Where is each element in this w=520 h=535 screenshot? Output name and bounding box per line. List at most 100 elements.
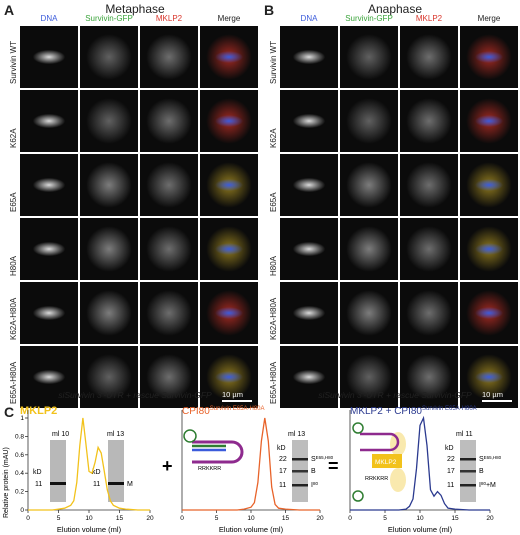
panel_b-micrograph — [340, 346, 398, 408]
panel_b-col-header: DNA — [300, 14, 318, 23]
panel_a-micrograph — [140, 346, 198, 408]
panel_a-micrograph — [20, 282, 78, 344]
chart3-xlabel: Elution volume (ml) — [388, 525, 453, 534]
panel_a-micrograph — [80, 154, 138, 216]
panel_b-row-label: K62A — [269, 128, 278, 148]
panel-a-caption: siSurvivin 3'-UTR + rescue Survivin-GFP — [58, 390, 212, 400]
chart1-ml-left: ml 10 — [52, 431, 69, 438]
chart2-xlabel: Elution volume (ml) — [219, 525, 284, 534]
panel_b-micrograph — [340, 154, 398, 216]
aurora-bottom-icon — [352, 490, 364, 502]
equals-sign: = — [328, 456, 339, 476]
panel_a-row-label: E65A — [9, 192, 18, 212]
chart1-band-m: M — [127, 481, 133, 488]
x-tick-label: 10 — [85, 515, 93, 522]
panel_a-micrograph — [80, 90, 138, 152]
panel_a-scale-bar — [222, 400, 252, 402]
panel_a-micrograph — [200, 218, 258, 280]
panel_a-micrograph — [140, 282, 198, 344]
chart3-band-i: I80+M — [479, 481, 496, 489]
x-tick-label: 10 — [247, 515, 255, 522]
panel_b-row-label: K62A-H80A — [269, 297, 278, 340]
panel_b-micrograph — [400, 218, 458, 280]
x-tick-label: 5 — [383, 515, 387, 522]
panel_b-micrograph — [280, 218, 338, 280]
x-tick-label: 0 — [180, 515, 184, 522]
chart1-kd-right: kD — [92, 469, 101, 476]
panel_a-micrograph — [80, 218, 138, 280]
chart1-gel-left-band — [50, 482, 66, 485]
panel_a-micrograph — [20, 346, 78, 408]
aurora-icon — [183, 429, 197, 443]
chart2-band-b: B — [311, 468, 316, 475]
panel_b-scale-label: 10 µm — [482, 390, 503, 399]
panel_b-micrograph — [400, 282, 458, 344]
panel_a-micrograph — [20, 218, 78, 280]
panel-b-title: Anaphase — [367, 2, 423, 16]
cpi80-schematic-icon — [192, 440, 244, 464]
panel_a-micrograph — [140, 218, 198, 280]
panel_b-micrograph — [460, 26, 518, 88]
chart2-band-i: I80 — [311, 481, 318, 489]
panel_b-micrograph — [340, 218, 398, 280]
chart1-ml-right: ml 13 — [107, 431, 124, 438]
panel-c-letter: C — [4, 404, 15, 420]
panel_a-micrograph — [80, 282, 138, 344]
panel_a-micrograph — [200, 26, 258, 88]
chart3-mklp2-label: MKLP2 — [375, 459, 397, 466]
chart2-seq: RRKKRR — [198, 466, 221, 472]
chart2-kd11: 11 — [279, 482, 286, 489]
panel_b-micrograph — [340, 26, 398, 88]
panel_a-row-label: K62A — [9, 128, 18, 148]
chart1-kd11-right: 11 — [93, 481, 100, 488]
chart3-kd22: 22 — [447, 456, 455, 463]
panel_a-micrograph — [80, 26, 138, 88]
chart1-kd11-left: 11 — [35, 481, 42, 488]
panel_b-micrograph — [400, 26, 458, 88]
panel_a-col-header: DNA — [40, 14, 58, 23]
panel-b-caption: siSurvivin 3'-UTR + rescue Survivin-GFP — [318, 390, 472, 400]
chart3-kd17: 17 — [447, 468, 455, 475]
chart2-kd17: 17 — [279, 468, 287, 475]
panel_b-row-label: Survivin WT — [269, 40, 278, 84]
x-tick-label: 5 — [215, 515, 219, 522]
panel_a-col-header: MKLP2 — [155, 14, 183, 23]
y-tick-label: 0.6 — [15, 452, 24, 459]
panel_b-micrograph — [280, 282, 338, 344]
panel-a-title: Metaphase — [105, 2, 165, 16]
panel_a-col-header: Merge — [217, 14, 241, 23]
panel_a-row-label: K62A-H80A — [9, 297, 18, 340]
chart3-ml: ml 11 — [456, 431, 473, 438]
panel_b-col-header: MKLP2 — [415, 14, 443, 23]
panel_a-col-header: Survivin-GFP — [85, 14, 133, 23]
chart2-title: CPI80Survivin E65A-H80A — [182, 406, 265, 417]
panel_b-micrograph: 10 µm — [460, 346, 518, 408]
panel_a-row-label: Survivin WT — [9, 40, 18, 84]
panel_b-micrograph — [460, 282, 518, 344]
panel_b-micrograph — [400, 154, 458, 216]
y-tick-label: 0.8 — [15, 433, 24, 440]
panel_b-micrograph — [280, 154, 338, 216]
y-tick-label: 0.4 — [15, 470, 24, 477]
x-tick-label: 20 — [146, 515, 154, 522]
panel_a-micrograph — [20, 90, 78, 152]
chart-complex: MKLP2 + CPI80Survivin E65A-H80A 0 5 10 15 20… — [348, 406, 501, 534]
panel_a-micrograph — [140, 90, 198, 152]
panel_b-col-header: Merge — [477, 14, 501, 23]
panel_b-micrograph — [280, 90, 338, 152]
panel_a-micrograph — [200, 154, 258, 216]
panel_b-micrograph — [460, 90, 518, 152]
y-tick-label: 0.2 — [15, 489, 24, 496]
panel_a-micrograph: 10 µm — [200, 346, 258, 408]
aurora-top-icon — [352, 422, 364, 434]
mklp2-box — [372, 454, 402, 468]
chart2-band-s: SE65,H80 — [311, 455, 334, 463]
panel_a-micrograph — [200, 282, 258, 344]
chart2-kd22: 22 — [279, 456, 287, 463]
panel_b-micrograph — [400, 90, 458, 152]
chart3-seq: RRKKRR — [365, 476, 388, 482]
chart1-xlabel: Elution volume (ml) — [57, 525, 122, 534]
x-tick-label: 15 — [282, 515, 290, 522]
panel_a-micrograph — [140, 26, 198, 88]
chart1-kd-left: kD — [33, 469, 42, 476]
